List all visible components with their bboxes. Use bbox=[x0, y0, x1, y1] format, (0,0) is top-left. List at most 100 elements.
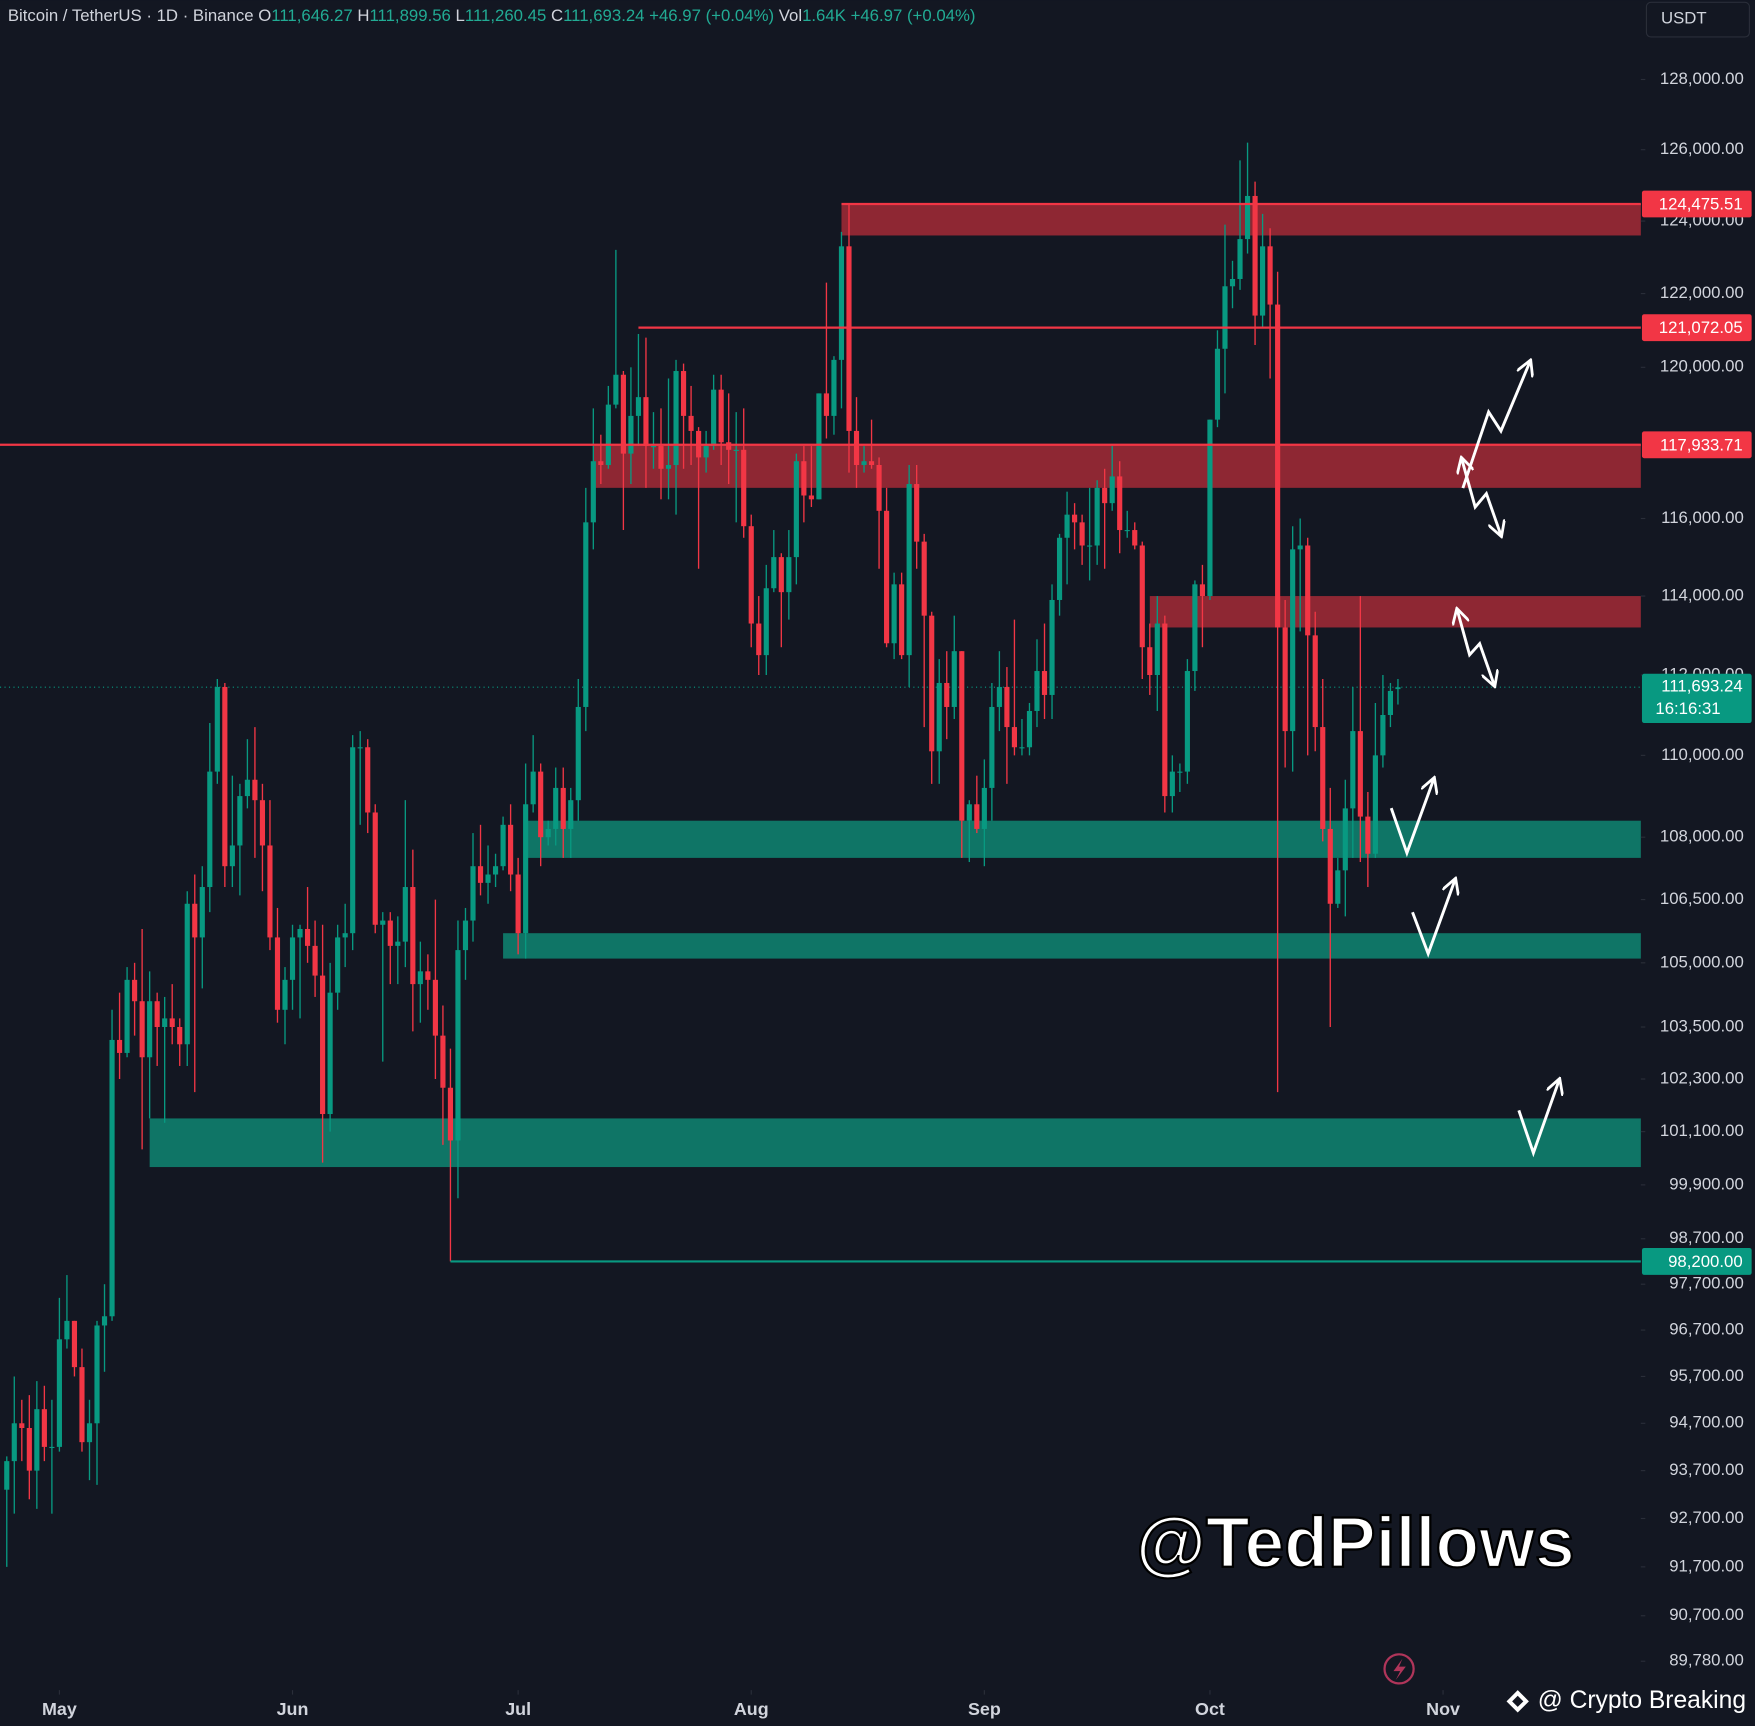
candle-body bbox=[635, 397, 642, 416]
candle-body bbox=[312, 945, 318, 976]
price-tag bbox=[1641, 190, 1752, 218]
candle-body bbox=[365, 747, 371, 813]
candle-body bbox=[786, 557, 792, 593]
candle-body bbox=[192, 903, 198, 938]
candle-body bbox=[944, 682, 950, 707]
last-price-tag bbox=[1641, 673, 1752, 724]
candle-body bbox=[831, 359, 837, 416]
candle-body bbox=[320, 975, 326, 1115]
candle-body bbox=[432, 979, 438, 1036]
candle-body bbox=[470, 866, 476, 921]
candle-body bbox=[1004, 686, 1010, 728]
volume-key: Vol bbox=[779, 6, 802, 25]
candle-body bbox=[11, 1423, 17, 1462]
candle-body bbox=[1184, 671, 1190, 772]
last-price-label: 111,693.24 bbox=[1661, 677, 1742, 696]
candle-body bbox=[222, 686, 228, 867]
candle-body bbox=[628, 415, 634, 454]
candle-body bbox=[598, 461, 604, 465]
arrow bbox=[1461, 362, 1530, 489]
candle-body bbox=[1056, 537, 1063, 600]
candle-body bbox=[643, 397, 649, 447]
y-tick-label: 122,000.00 bbox=[1660, 283, 1744, 302]
candle-body bbox=[590, 461, 596, 523]
candle-body bbox=[342, 933, 348, 938]
candle-body bbox=[1041, 671, 1048, 695]
price-tag-label: 98,200.00 bbox=[1668, 1252, 1743, 1271]
candle-body bbox=[523, 804, 529, 934]
candle-body bbox=[575, 706, 581, 801]
candle-body bbox=[1199, 584, 1206, 597]
price-tag bbox=[1641, 1248, 1752, 1275]
candle-body bbox=[899, 584, 905, 656]
y-tick-label: 99,900.00 bbox=[1669, 1174, 1744, 1193]
x-tick-label: May bbox=[42, 1699, 77, 1719]
candle-body bbox=[1320, 727, 1326, 829]
candle-body bbox=[741, 449, 747, 527]
candle-body bbox=[568, 800, 574, 829]
candle-body bbox=[26, 1428, 32, 1471]
zone bbox=[149, 1118, 1641, 1168]
candle-body bbox=[485, 874, 491, 883]
currency-button[interactable] bbox=[1645, 1, 1750, 38]
candle-body bbox=[380, 920, 386, 925]
legend-header: Bitcoin / TetherUS · 1D · Binance O111,6… bbox=[8, 6, 976, 25]
candle-body bbox=[1139, 545, 1145, 648]
candle-body bbox=[966, 804, 972, 821]
candle-body bbox=[1019, 747, 1025, 749]
candle-body bbox=[116, 1039, 123, 1053]
candle-body bbox=[139, 1001, 145, 1058]
candle-body bbox=[124, 979, 130, 1053]
candle-body bbox=[184, 903, 190, 1045]
arrow bbox=[1462, 459, 1501, 535]
candle-body bbox=[350, 747, 356, 934]
candle-body bbox=[936, 682, 942, 752]
candle-body bbox=[259, 800, 266, 846]
price-tag-label: 121,072.05 bbox=[1659, 318, 1743, 337]
arrow bbox=[1411, 880, 1456, 958]
candle-body bbox=[650, 446, 657, 448]
candle-body bbox=[1275, 304, 1281, 628]
candle-body bbox=[71, 1320, 78, 1368]
volume-change: +46.97 (+0.04%) bbox=[851, 6, 976, 25]
candle-body bbox=[1290, 549, 1296, 732]
candle-body bbox=[1357, 731, 1363, 817]
candle-body bbox=[680, 371, 687, 416]
candle-body bbox=[147, 1001, 153, 1058]
candle-body bbox=[1365, 816, 1371, 854]
candle-body bbox=[838, 246, 845, 360]
y-tick-label: 92,700.00 bbox=[1669, 1508, 1744, 1527]
candle-body bbox=[417, 971, 423, 985]
symbol: Bitcoin / TetherUS · 1D · Binance bbox=[8, 6, 254, 25]
candle-body bbox=[613, 374, 619, 405]
candle-body bbox=[304, 928, 311, 946]
lightning-icon[interactable] bbox=[1383, 1653, 1415, 1685]
candle-body bbox=[1342, 808, 1348, 871]
candle-body bbox=[162, 1018, 168, 1028]
y-tick-label: 97,700.00 bbox=[1669, 1274, 1744, 1293]
candle-body bbox=[1147, 647, 1153, 676]
y-tick-label: 103,500.00 bbox=[1660, 1016, 1744, 1035]
candle-body bbox=[169, 1018, 175, 1028]
candle-body bbox=[658, 446, 664, 469]
candle-body bbox=[959, 651, 965, 821]
candle-body bbox=[801, 461, 807, 496]
candle-body bbox=[861, 461, 867, 465]
arrow bbox=[1457, 610, 1494, 685]
lightning-icon-bolt bbox=[1393, 1658, 1406, 1681]
candle-body bbox=[1372, 755, 1378, 854]
y-tick-label: 105,000.00 bbox=[1660, 952, 1744, 971]
currency-label[interactable]: USDT bbox=[1661, 9, 1707, 28]
candle-body bbox=[1094, 487, 1100, 546]
candle-body bbox=[1109, 476, 1115, 504]
candle-body bbox=[793, 461, 799, 558]
y-tick-label: 101,100.00 bbox=[1660, 1121, 1744, 1140]
candle-body bbox=[914, 484, 920, 542]
candle-body bbox=[816, 393, 822, 500]
y-tick-label: 120,000.00 bbox=[1660, 357, 1744, 376]
candle-body bbox=[1079, 522, 1085, 546]
candle-body bbox=[763, 588, 769, 656]
candle-body bbox=[297, 928, 303, 938]
candle-body bbox=[229, 845, 235, 867]
